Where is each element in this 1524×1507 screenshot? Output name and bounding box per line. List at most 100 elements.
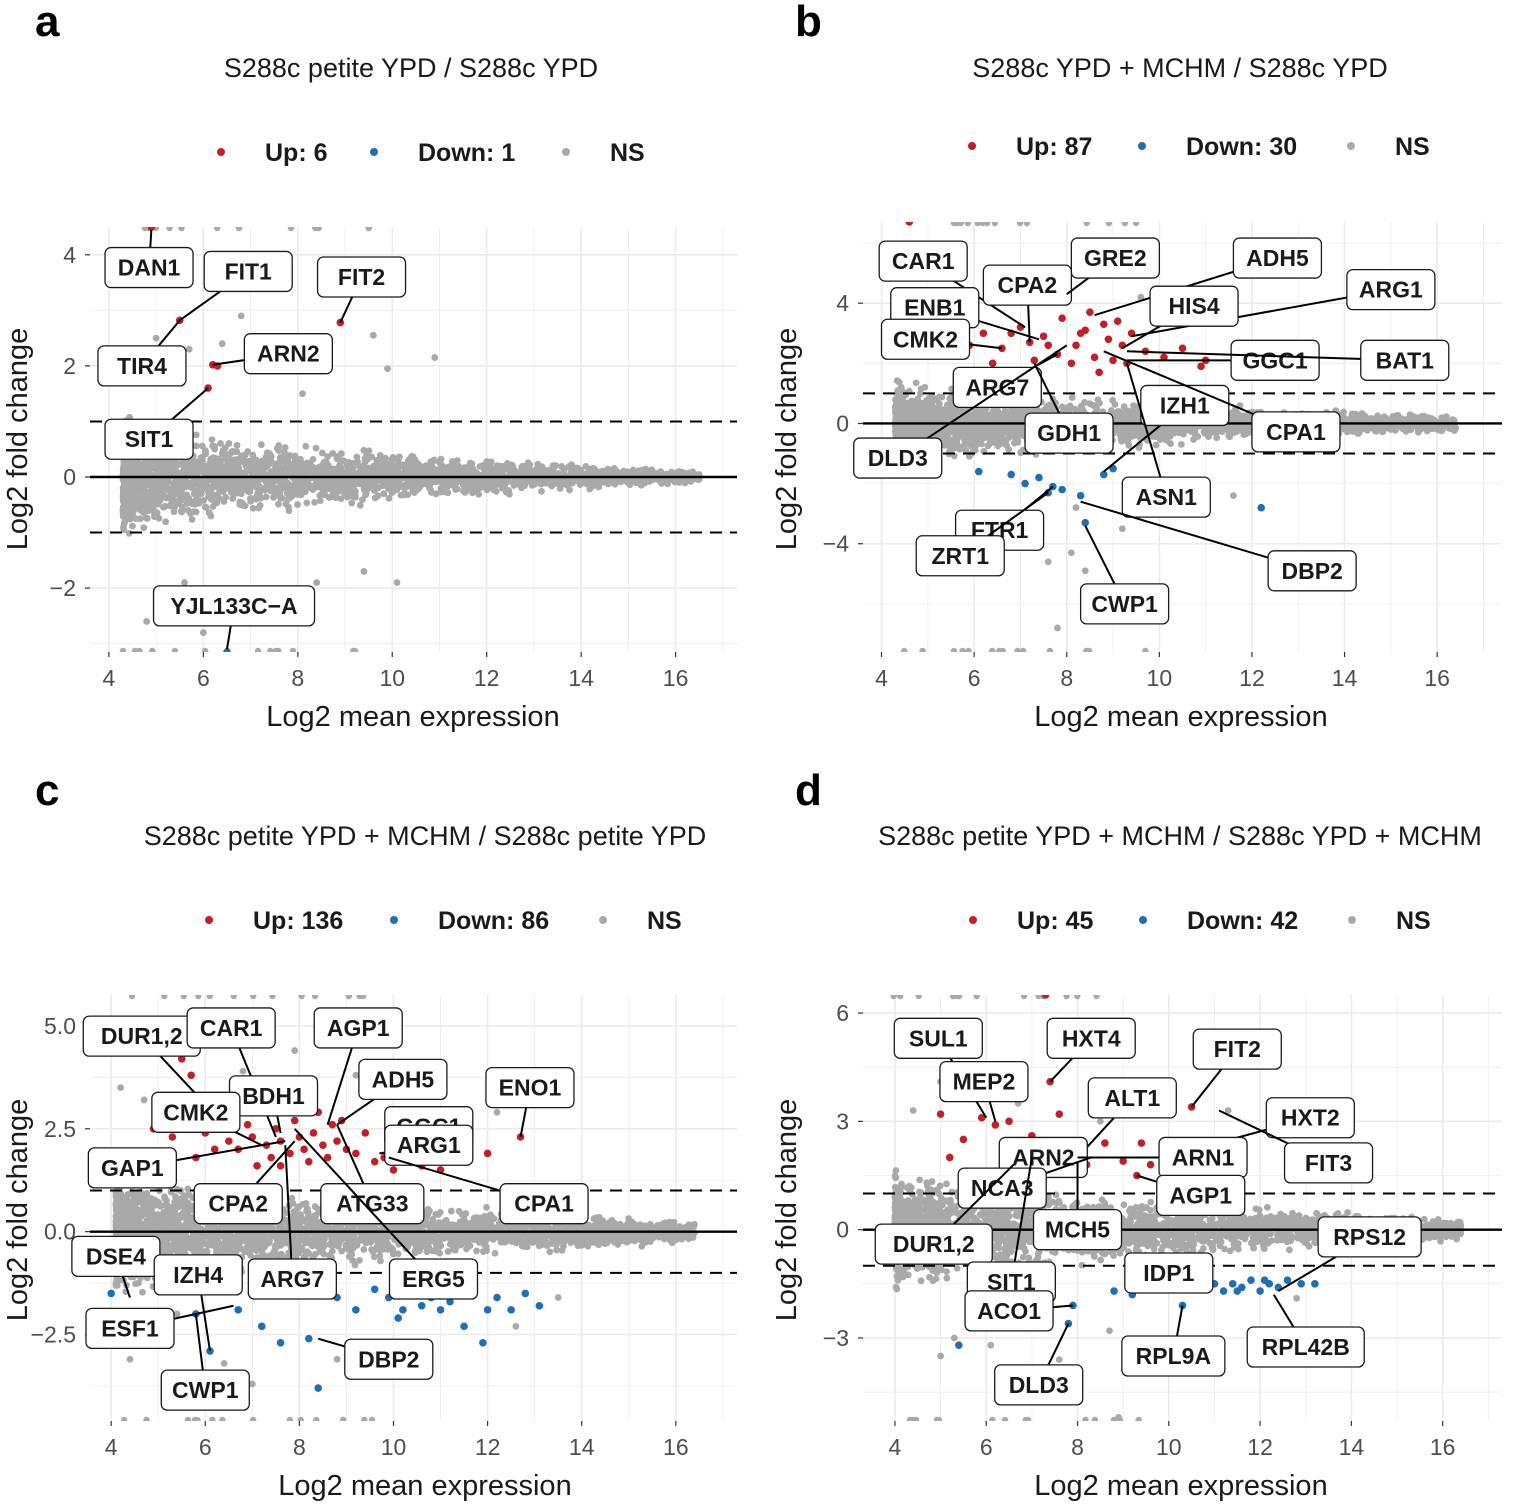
ns-point xyxy=(467,466,475,474)
ns-point xyxy=(320,458,328,466)
ns-point xyxy=(189,466,197,474)
ns-point xyxy=(216,485,224,493)
ns-point xyxy=(281,449,288,457)
ns-point xyxy=(1230,411,1238,418)
ns-point xyxy=(356,501,364,509)
ns-point xyxy=(205,509,213,517)
ns-point xyxy=(360,485,368,493)
ns-point xyxy=(538,487,545,495)
ns-point xyxy=(1068,394,1076,402)
ns-point xyxy=(497,462,505,470)
ns-point xyxy=(409,479,417,486)
ns-point xyxy=(404,491,412,499)
ns-point xyxy=(1005,446,1013,453)
ns-point xyxy=(130,484,138,491)
ns-point xyxy=(242,462,250,469)
ns-point xyxy=(302,442,310,450)
ns-point xyxy=(276,461,283,469)
x-tick-label: 12 xyxy=(1239,665,1265,691)
ns-point xyxy=(357,480,365,488)
ns-point-edge xyxy=(178,227,185,232)
ns-point xyxy=(194,480,202,488)
gene-label-box xyxy=(203,250,293,293)
y-axis-label: Log2 fold change xyxy=(2,328,34,551)
ns-point xyxy=(468,460,476,468)
ns-point xyxy=(586,465,594,473)
ns-point xyxy=(380,490,388,498)
ns-point xyxy=(152,496,160,504)
ns-point xyxy=(452,468,459,475)
ns-point xyxy=(252,465,260,472)
ns-point xyxy=(183,500,191,507)
ns-point xyxy=(119,467,127,475)
ns-point xyxy=(143,505,151,512)
ns-point xyxy=(161,502,169,510)
ns-point xyxy=(374,492,382,500)
ns-point xyxy=(122,481,129,489)
x-tick-label: 6 xyxy=(197,665,210,691)
ns-point xyxy=(364,455,371,463)
ns-point xyxy=(469,489,476,497)
ns-point xyxy=(312,444,320,452)
ns-point xyxy=(512,468,520,476)
gene-label: FIT2 xyxy=(316,256,407,323)
ns-point xyxy=(255,504,262,512)
ns-point xyxy=(1343,428,1351,436)
ns-point xyxy=(201,503,209,511)
ns-point xyxy=(143,515,151,522)
ns-point xyxy=(274,484,282,492)
ns-point xyxy=(136,515,144,523)
ns-point xyxy=(397,491,405,499)
ns-point xyxy=(377,460,385,468)
ns-point-edge xyxy=(272,647,280,652)
ns-point xyxy=(313,579,321,586)
ns-point xyxy=(140,524,148,532)
ns-point xyxy=(510,482,518,489)
ns-point xyxy=(432,490,440,498)
ns-point xyxy=(278,494,286,502)
ns-point xyxy=(147,478,155,486)
ns-point xyxy=(431,354,439,361)
gene-label: YJL133C−A xyxy=(152,585,316,650)
ns-point xyxy=(196,468,204,476)
ns-point xyxy=(134,494,141,502)
ns-point xyxy=(584,480,592,487)
ns-point-edge xyxy=(287,227,295,232)
ns-point xyxy=(590,477,598,485)
x-tick-label: 12 xyxy=(474,665,500,691)
ns-point xyxy=(209,466,217,474)
ns-point xyxy=(198,454,206,462)
ns-point xyxy=(438,486,446,493)
x-tick-label: 8 xyxy=(291,665,304,691)
ns-point xyxy=(180,480,187,487)
ns-point xyxy=(264,459,272,467)
ns-point xyxy=(299,390,306,398)
ns-point xyxy=(198,442,206,450)
ns-point xyxy=(430,456,438,464)
ns-point xyxy=(475,490,483,498)
ns-point xyxy=(325,494,333,501)
legend-ns-label: NS xyxy=(610,139,645,167)
gene-label: TIR4 xyxy=(97,319,187,387)
ns-point xyxy=(610,464,618,472)
ns-point xyxy=(170,508,178,516)
ns-point xyxy=(204,488,212,495)
ns-point xyxy=(208,436,216,444)
ns-point xyxy=(642,469,650,477)
ns-point xyxy=(316,497,324,505)
ns-point xyxy=(256,493,264,500)
ns-point xyxy=(946,395,954,403)
ns-point xyxy=(1432,424,1440,432)
ns-point xyxy=(586,485,594,493)
ns-point xyxy=(498,484,506,492)
ns-point xyxy=(444,488,451,496)
ns-point xyxy=(143,618,151,625)
ns-point xyxy=(217,439,224,447)
ns-point-edge xyxy=(149,647,156,652)
ns-point xyxy=(209,503,217,510)
gene-label-box xyxy=(316,256,407,298)
gene-label-text: ARN2 xyxy=(257,341,320,367)
